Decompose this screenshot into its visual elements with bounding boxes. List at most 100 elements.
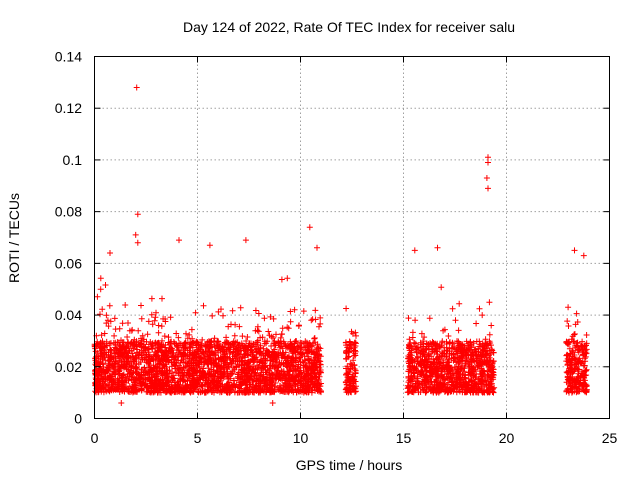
data-point bbox=[236, 323, 243, 330]
data-point bbox=[270, 335, 277, 341]
data-point bbox=[184, 335, 191, 342]
data-point bbox=[107, 353, 114, 360]
data-point bbox=[169, 385, 176, 392]
data-point bbox=[131, 342, 138, 349]
data-point bbox=[103, 312, 110, 319]
data-point bbox=[408, 352, 415, 359]
data-point bbox=[409, 357, 416, 364]
data-point bbox=[133, 375, 140, 382]
data-point bbox=[122, 363, 129, 370]
data-point bbox=[221, 369, 228, 376]
data-point bbox=[230, 343, 237, 350]
data-point bbox=[152, 380, 159, 387]
data-point bbox=[125, 320, 131, 326]
data-point bbox=[287, 318, 294, 325]
data-point bbox=[564, 318, 571, 325]
data-point bbox=[291, 378, 298, 385]
data-point bbox=[564, 362, 571, 369]
data-point bbox=[229, 307, 236, 314]
data-point bbox=[265, 367, 272, 374]
data-point bbox=[419, 384, 426, 391]
data-point bbox=[124, 358, 131, 365]
data-point bbox=[236, 375, 243, 382]
y-tick-label: 0.1 bbox=[63, 152, 83, 168]
data-point bbox=[415, 354, 421, 361]
data-point bbox=[475, 375, 482, 382]
data-point bbox=[463, 357, 470, 364]
data-point bbox=[579, 338, 586, 345]
data-point bbox=[121, 345, 128, 352]
data-point bbox=[148, 389, 155, 396]
data-point bbox=[205, 380, 212, 387]
data-point bbox=[287, 346, 294, 352]
data-point bbox=[343, 349, 349, 356]
data-point bbox=[292, 366, 299, 373]
data-point bbox=[144, 370, 151, 377]
data-point bbox=[235, 346, 242, 353]
data-point bbox=[199, 349, 206, 356]
data-point bbox=[126, 371, 133, 377]
data-point bbox=[347, 382, 354, 389]
data-point bbox=[413, 367, 420, 374]
data-point bbox=[570, 349, 577, 356]
data-point bbox=[200, 302, 207, 309]
data-point bbox=[571, 247, 578, 254]
data-point bbox=[267, 357, 274, 364]
data-point bbox=[312, 373, 319, 380]
data-point bbox=[300, 308, 307, 315]
data-point bbox=[146, 375, 153, 382]
data-point bbox=[144, 369, 151, 376]
data-point bbox=[445, 356, 451, 363]
data-point bbox=[269, 371, 276, 378]
data-point bbox=[178, 357, 185, 364]
data-point bbox=[157, 347, 164, 353]
data-point bbox=[566, 345, 573, 352]
data-point bbox=[134, 211, 141, 218]
data-point bbox=[118, 400, 125, 406]
data-point bbox=[421, 346, 428, 353]
data-point bbox=[432, 376, 439, 383]
data-point bbox=[455, 355, 462, 362]
data-point bbox=[106, 373, 113, 380]
data-point bbox=[239, 353, 246, 360]
data-point bbox=[115, 361, 122, 368]
data-point bbox=[210, 378, 216, 385]
data-point bbox=[450, 351, 457, 357]
data-point bbox=[574, 373, 581, 380]
data-point bbox=[201, 359, 208, 366]
data-point bbox=[277, 383, 284, 390]
data-point bbox=[580, 351, 586, 358]
data-point bbox=[119, 388, 126, 395]
data-point bbox=[306, 224, 313, 231]
data-point bbox=[255, 388, 262, 395]
data-point bbox=[469, 368, 476, 375]
data-point bbox=[437, 360, 444, 367]
data-point bbox=[214, 338, 221, 345]
data-point bbox=[98, 345, 105, 352]
data-point bbox=[138, 344, 145, 351]
data-point bbox=[293, 388, 300, 395]
data-point bbox=[161, 333, 168, 340]
data-point bbox=[249, 388, 256, 395]
data-point bbox=[313, 359, 320, 366]
data-point bbox=[459, 379, 466, 386]
data-point bbox=[242, 348, 249, 355]
data-point bbox=[139, 332, 146, 339]
data-point bbox=[97, 286, 104, 293]
data-point bbox=[232, 353, 239, 359]
data-point bbox=[297, 346, 303, 353]
data-point bbox=[108, 376, 115, 383]
data-point bbox=[245, 389, 252, 396]
data-point bbox=[312, 307, 319, 314]
data-point bbox=[134, 239, 141, 246]
data-point bbox=[426, 315, 433, 322]
data-point bbox=[411, 373, 418, 379]
data-point bbox=[447, 364, 454, 371]
data-point bbox=[459, 341, 466, 348]
data-point bbox=[308, 317, 315, 324]
data-point bbox=[97, 275, 104, 282]
data-point bbox=[570, 338, 577, 345]
data-point bbox=[318, 389, 324, 396]
data-point bbox=[466, 361, 473, 368]
